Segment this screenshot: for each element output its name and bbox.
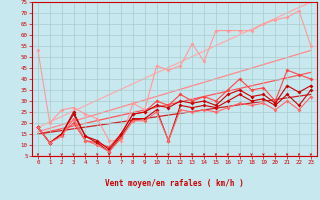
X-axis label: Vent moyen/en rafales ( km/h ): Vent moyen/en rafales ( km/h ): [105, 179, 244, 188]
